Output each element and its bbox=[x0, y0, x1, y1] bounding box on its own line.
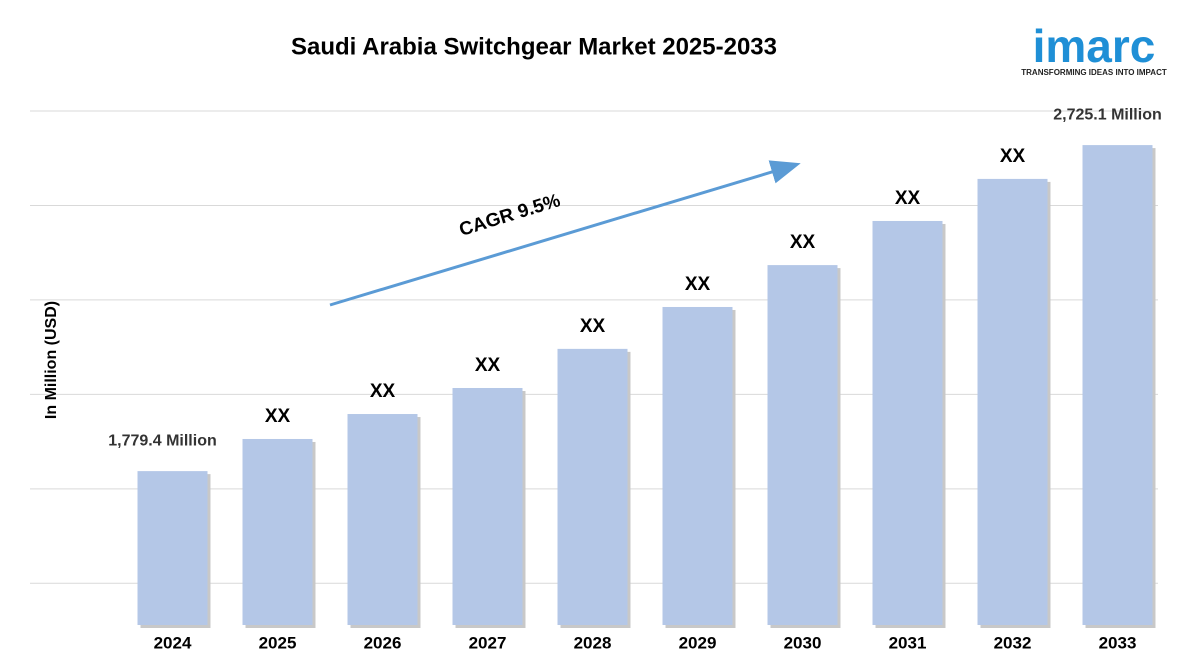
bar bbox=[872, 220, 943, 625]
data-label: XX bbox=[475, 355, 501, 376]
data-label: XX bbox=[580, 316, 606, 337]
bar bbox=[137, 471, 208, 625]
data-label: XX bbox=[895, 188, 921, 209]
bar bbox=[452, 387, 523, 625]
logo: imarc bbox=[1033, 20, 1156, 72]
data-label: XX bbox=[1000, 146, 1026, 167]
x-tick-label: 2032 bbox=[994, 633, 1032, 652]
x-tick-label: 2024 bbox=[154, 633, 192, 652]
logo-tagline: TRANSFORMING IDEAS INTO IMPACT bbox=[1021, 68, 1167, 77]
data-label: 1,779.4 Million bbox=[108, 432, 216, 449]
data-label: 2,725.1 Million bbox=[1053, 106, 1161, 123]
x-tick-label: 2028 bbox=[574, 633, 612, 652]
x-tick-label: 2027 bbox=[469, 633, 507, 652]
chart-title: Saudi Arabia Switchgear Market 2025-2033 bbox=[291, 33, 777, 60]
bar bbox=[242, 438, 313, 625]
cagr-arrow bbox=[329, 160, 801, 307]
data-label: XX bbox=[370, 381, 396, 402]
x-tick-label: 2031 bbox=[889, 633, 927, 652]
data-label: XX bbox=[790, 232, 816, 253]
bar bbox=[557, 348, 628, 625]
bar bbox=[977, 178, 1048, 625]
x-tick-label: 2033 bbox=[1099, 633, 1137, 652]
bar bbox=[347, 414, 418, 625]
x-tick-label: 2030 bbox=[784, 633, 822, 652]
x-tick-label: 2029 bbox=[679, 633, 717, 652]
x-tick-label: 2026 bbox=[364, 633, 402, 652]
bar bbox=[662, 306, 733, 625]
cagr-annotation: CAGR 9.5% bbox=[457, 190, 563, 241]
data-label: XX bbox=[265, 406, 291, 427]
bar bbox=[767, 265, 838, 625]
x-tick-label: 2025 bbox=[259, 633, 297, 652]
data-label: XX bbox=[685, 274, 711, 295]
bar bbox=[1082, 145, 1153, 625]
y-axis-label: In Million (USD) bbox=[43, 301, 60, 419]
